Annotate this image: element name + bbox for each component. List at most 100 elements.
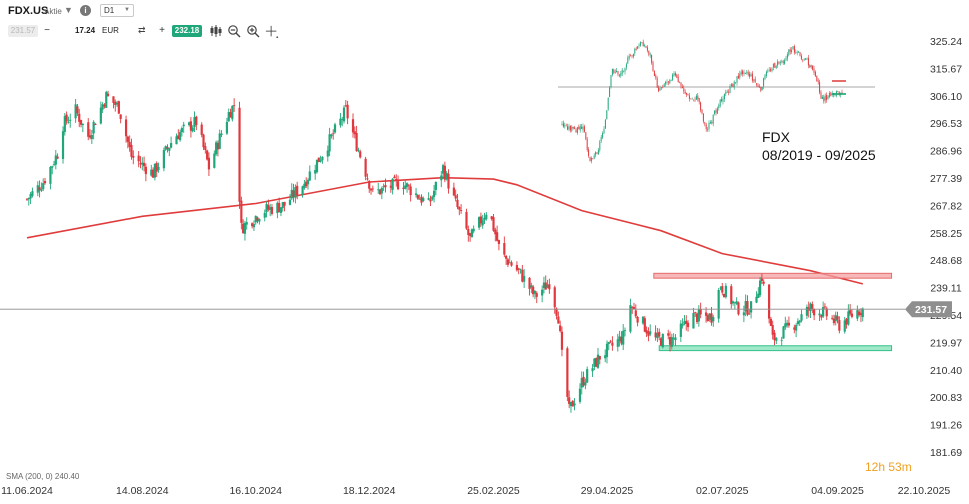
- candle-body: [618, 336, 621, 342]
- symbol-name[interactable]: FDX.US: [8, 5, 49, 17]
- decrease-quantity-button[interactable]: −: [44, 25, 50, 36]
- candle-body: [521, 269, 524, 282]
- candle-body: [661, 333, 664, 348]
- candle-body: [252, 224, 256, 228]
- inset-candle-body: [729, 86, 731, 93]
- inset-candle-body: [628, 55, 630, 59]
- candle-body: [755, 296, 758, 303]
- x-tick-label: 25.02.2025: [467, 485, 520, 497]
- inset-candle-body: [777, 61, 779, 66]
- candle-body: [242, 223, 245, 234]
- candle-body: [339, 118, 342, 126]
- inset-candle-body: [638, 44, 640, 46]
- candle-body: [243, 223, 247, 234]
- symbol-type-label: Aktie: [44, 7, 62, 16]
- candle-body: [843, 320, 846, 332]
- candle-body: [730, 286, 733, 304]
- candle-body: [355, 132, 358, 152]
- inset-candle-body: [663, 84, 665, 87]
- inset-candle-body: [728, 91, 730, 93]
- info-icon[interactable]: i: [80, 5, 91, 16]
- inset-candle-body: [820, 92, 822, 99]
- inset-candle-body: [659, 87, 661, 91]
- inset-candle-body: [583, 126, 585, 133]
- zoom-in-icon[interactable]: [246, 24, 260, 38]
- candle-body: [191, 127, 194, 132]
- candle-body: [796, 321, 800, 325]
- inset-candle-body: [627, 57, 629, 64]
- inset-candle-body: [625, 64, 627, 68]
- candle-body: [382, 186, 385, 187]
- candle-body: [645, 330, 648, 334]
- sell-price-button[interactable]: 231.57: [8, 25, 38, 37]
- candle-body: [31, 191, 34, 196]
- inset-candle-body: [679, 82, 681, 83]
- chevron-down-icon[interactable]: ▼: [64, 5, 73, 15]
- candle-body: [586, 369, 589, 383]
- inset-candle-body: [613, 69, 615, 73]
- candle-body: [780, 339, 783, 341]
- inset-candle-body: [774, 62, 776, 68]
- candle-body: [717, 290, 720, 319]
- inset-candle-body: [803, 58, 805, 60]
- candle-body: [27, 198, 30, 200]
- candle-body: [292, 190, 295, 198]
- candle-body: [784, 323, 787, 328]
- inset-historical-chart: [558, 10, 891, 188]
- y-tick-label: 258.25: [930, 228, 962, 240]
- candle-body: [517, 268, 520, 270]
- candle-body: [65, 114, 68, 122]
- inset-title: FDX 08/2019 - 09/2025: [762, 128, 876, 164]
- candle-body: [180, 128, 184, 133]
- candle-body: [820, 315, 823, 318]
- timeframe-select[interactable]: D1 ▼: [100, 4, 134, 17]
- candle-body: [834, 315, 837, 322]
- increase-quantity-button[interactable]: +: [159, 25, 165, 36]
- inset-candle-body: [635, 48, 637, 50]
- candle-body: [279, 207, 283, 213]
- candle-body: [328, 134, 331, 152]
- inset-candle-body: [807, 57, 809, 66]
- candle-type-icon[interactable]: [209, 24, 223, 38]
- candle-body: [681, 323, 684, 326]
- inset-candle-body: [716, 108, 718, 114]
- inset-candle-body: [813, 68, 815, 73]
- zoom-out-icon[interactable]: [227, 24, 241, 38]
- candle-body: [231, 105, 234, 120]
- candle-body: [459, 210, 463, 211]
- candle-body: [773, 332, 776, 341]
- x-tick-label: 11.06.2024: [1, 485, 53, 497]
- crosshair-icon[interactable]: [265, 24, 279, 40]
- inset-candle-body: [690, 98, 692, 100]
- inset-candle-body: [764, 75, 766, 79]
- inset-candle-body: [604, 119, 606, 129]
- candle-body: [553, 287, 556, 308]
- candle-body: [294, 187, 297, 198]
- candle-body: [670, 337, 673, 347]
- swap-icon[interactable]: ⇄: [138, 25, 146, 35]
- candle-body: [724, 285, 727, 298]
- candle-body: [658, 331, 661, 337]
- inset-candle-body: [571, 126, 573, 131]
- inset-candle-body: [735, 82, 737, 83]
- candle-body: [672, 338, 675, 340]
- inset-candle-body: [841, 92, 843, 93]
- candle-body: [402, 187, 405, 189]
- candle-body: [445, 172, 448, 180]
- candle-body: [207, 157, 211, 170]
- candle-body: [420, 196, 423, 203]
- candle-body: [620, 336, 623, 344]
- y-tick-label: 286.96: [930, 146, 962, 158]
- candle-body: [395, 178, 398, 181]
- candle-body: [593, 358, 596, 367]
- candle-body: [314, 170, 317, 174]
- quantity-field[interactable]: 17.24 EUR: [55, 25, 151, 37]
- inset-candle-body: [730, 84, 732, 87]
- candle-body: [206, 150, 209, 160]
- y-tick-label: 239.11: [930, 283, 961, 295]
- buy-price-button[interactable]: 232.18: [172, 25, 202, 37]
- candle-body: [81, 123, 84, 126]
- candle-body: [622, 330, 625, 345]
- candle-body: [782, 326, 785, 339]
